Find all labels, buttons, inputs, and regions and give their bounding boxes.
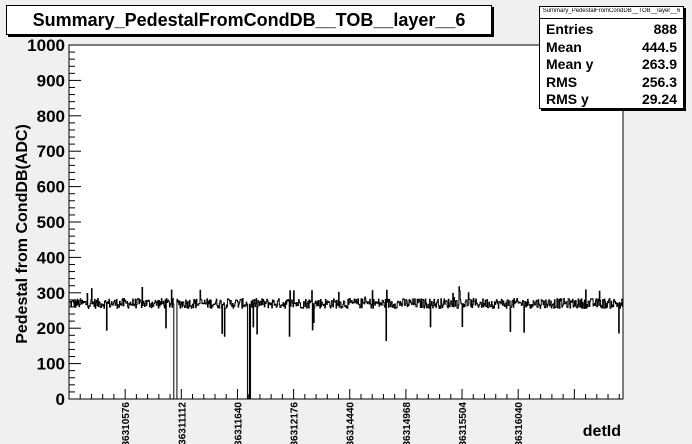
plot-title: Summary_PedestalFromCondDB__TOB__layer__… [32, 10, 466, 30]
y-tick-label: 100 [37, 355, 65, 374]
stats-row-rms: RMS 256.3 [546, 74, 677, 91]
stats-label: RMS y [546, 91, 589, 107]
stats-row-mean: Mean 444.5 [546, 39, 677, 56]
x-tick-label: 436316040 [514, 402, 525, 444]
title-box: Summary_PedestalFromCondDB__TOB__layer__… [6, 5, 492, 35]
y-tick-label: 900 [37, 71, 65, 90]
y-tick-label: 200 [37, 319, 65, 338]
y-tick-label: 800 [37, 107, 65, 126]
x-tick-label: 436311640 [233, 402, 244, 444]
y-axis-label: Pedestal from CondDB(ADC) [14, 124, 31, 344]
stats-label: Entries [546, 21, 594, 37]
x-tick-label: 436314968 [402, 402, 413, 444]
y-tick-label: 0 [56, 390, 65, 409]
y-tick-label: 400 [37, 248, 65, 267]
stats-box: Summary_PedestalFromCondDB__TOB__layer__… [539, 6, 684, 109]
x-tick-label: 436310576 [121, 402, 132, 444]
y-tick-label: 700 [37, 142, 65, 161]
x-tick-label: 436315504 [458, 402, 469, 444]
stats-separator [540, 18, 683, 19]
x-tick-label: 436311112 [177, 402, 188, 444]
stats-title: Summary_PedestalFromCondDB__TOB__layer__… [542, 8, 681, 14]
stats-row-rms-y: RMS y 29.24 [546, 91, 677, 108]
stats-label: Mean y [546, 56, 594, 72]
stats-row-mean-y: Mean y 263.9 [546, 56, 677, 73]
stats-value: 263.9 [641, 56, 677, 72]
y-tick-label: 500 [37, 213, 65, 232]
stats-value: 256.3 [641, 74, 677, 90]
x-tick-label: 436314440 [346, 402, 357, 444]
stats-row-entries: Entries 888 [546, 21, 677, 38]
plot-area [69, 45, 623, 399]
x-axis-label: detId [583, 423, 621, 440]
y-tick-label: 1000 [27, 36, 65, 55]
y-tick-label: 300 [37, 284, 65, 303]
stats-label: RMS [546, 74, 578, 90]
stats-value: 888 [653, 21, 677, 37]
stats-label: Mean [546, 39, 582, 55]
histogram-line [68, 286, 623, 400]
x-tick-label: 436312176 [290, 402, 301, 444]
y-tick-label: 600 [37, 178, 65, 197]
stats-value: 444.5 [641, 39, 677, 55]
stats-value: 29.24 [641, 91, 677, 107]
